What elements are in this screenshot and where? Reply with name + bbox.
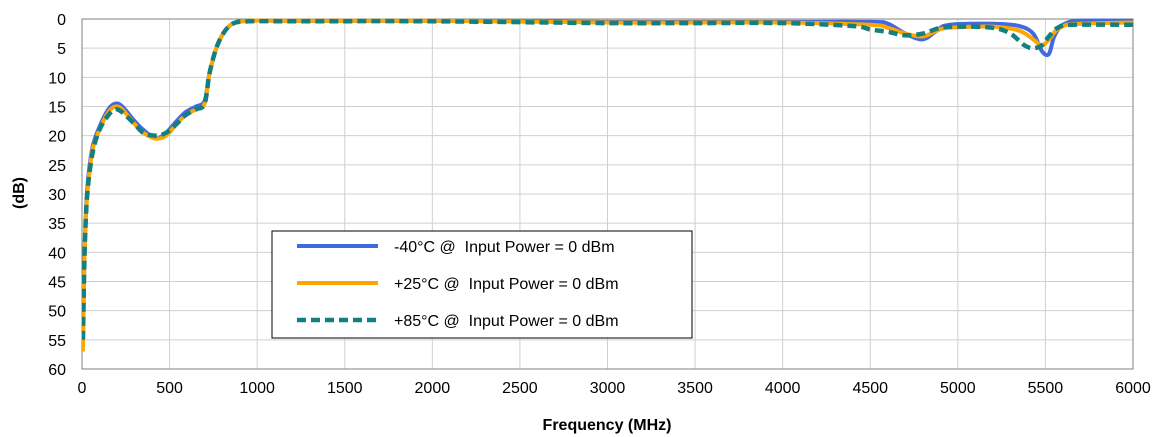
y-tick-label: 60 [48,362,66,379]
legend: -40°C @ Input Power = 0 dBm +25°C @ Input… [271,230,693,339]
x-tick-label: 4500 [852,380,888,397]
series-line-plus85c [82,18,1133,340]
x-tick-label: 5000 [940,380,976,397]
y-tick-label: 20 [48,129,66,146]
x-tick-label: 3000 [590,380,626,397]
x-tick-label: 1500 [327,380,363,397]
y-tick-labels: 0 5 10 15 20 25 30 35 40 45 50 55 60 [48,12,66,379]
x-axis-title: Frequency (MHz) [543,417,672,434]
legend-label-plus25c: +25°C @ Input Power = 0 dBm [394,276,619,293]
y-tick-label: 55 [48,333,66,350]
x-tick-label: 4000 [765,380,801,397]
legend-label-plus85c: +85°C @ Input Power = 0 dBm [394,313,619,330]
y-tick-label: 35 [48,216,66,233]
x-tick-label: 6000 [1115,380,1151,397]
x-tick-label: 2000 [415,380,451,397]
plot-frame [81,18,1134,370]
y-tick-label: 10 [48,70,66,87]
series-lines [82,18,1133,352]
y-tick-label: 40 [48,245,66,262]
y-tick-label: 0 [57,12,66,29]
y-tick-label: 50 [48,304,66,321]
y-tick-label: 45 [48,275,66,292]
x-tick-labels: 0 500 1000 1500 2000 2500 3000 3500 4000 4500 5000… [78,380,1151,397]
x-tick-label: 0 [78,380,87,397]
x-tick-label: 3500 [677,380,713,397]
y-tick-label: 5 [57,41,66,58]
x-tick-label: 1000 [239,380,275,397]
legend-label-minus40c: -40°C @ Input Power = 0 dBm [394,239,615,256]
y-tick-label: 30 [48,187,66,204]
y-axis-title: (dB) [11,177,28,209]
y-tick-label: 25 [48,158,66,175]
x-tick-label: 500 [156,380,183,397]
series-line-plus25c [82,18,1133,352]
x-tick-label: 5500 [1028,380,1064,397]
x-tick-label: 2500 [502,380,538,397]
y-tick-label: 15 [48,100,66,117]
